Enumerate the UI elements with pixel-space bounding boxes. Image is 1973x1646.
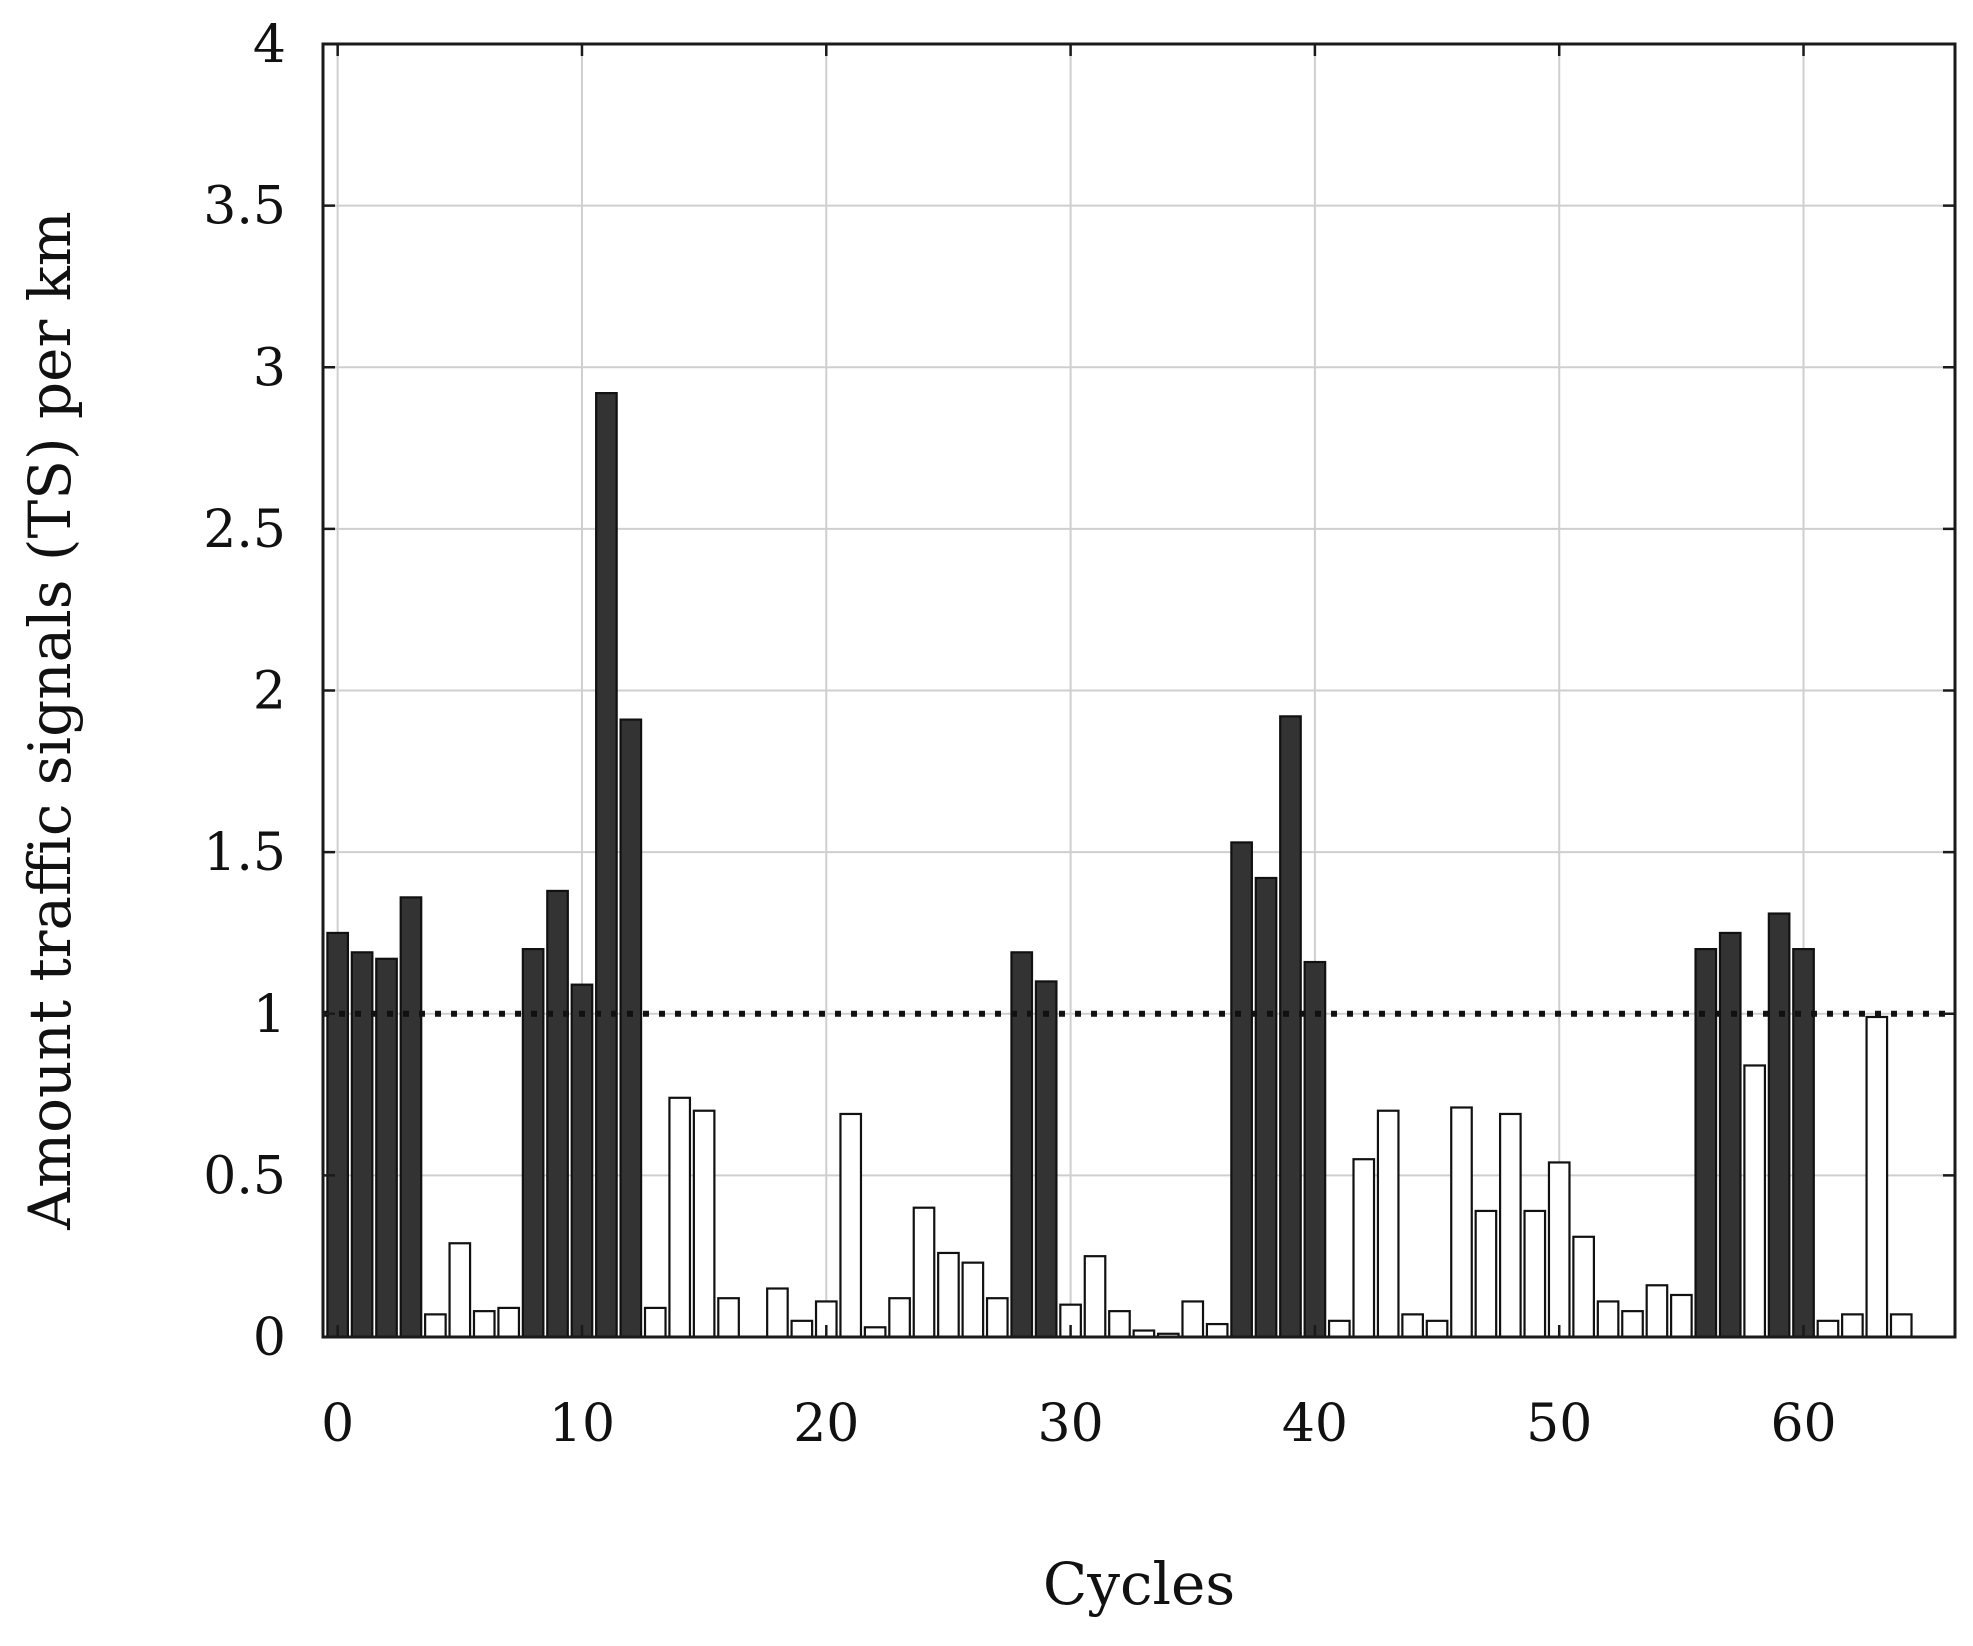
bar-below xyxy=(1523,1209,1547,1339)
bar-above xyxy=(1718,931,1742,1339)
bar-above xyxy=(521,947,545,1339)
bar-below xyxy=(1621,1310,1644,1339)
x-tick-label: 50 xyxy=(1526,1394,1592,1454)
bar-below xyxy=(961,1261,985,1339)
bar-below xyxy=(1865,1015,1889,1339)
bar-above xyxy=(1254,876,1278,1339)
bar-below xyxy=(1181,1300,1205,1339)
bar-below xyxy=(1450,1106,1473,1339)
bar-below xyxy=(985,1297,1009,1339)
x-tick-label: 60 xyxy=(1770,1394,1836,1454)
bar-above xyxy=(326,931,350,1339)
bar-below xyxy=(668,1096,692,1339)
bar-below xyxy=(1889,1313,1913,1339)
bar-below xyxy=(497,1306,521,1339)
bar-above xyxy=(1034,980,1058,1339)
bar-below xyxy=(1376,1109,1400,1339)
bar-above xyxy=(546,889,569,1339)
bar-below xyxy=(1474,1209,1498,1339)
bar-below xyxy=(839,1112,863,1339)
bar-below xyxy=(912,1206,936,1339)
bar-above xyxy=(619,718,643,1339)
y-tick-label: 3.5 xyxy=(203,177,286,237)
bar-below xyxy=(1547,1161,1571,1339)
bar-below xyxy=(1352,1158,1376,1339)
bars xyxy=(326,392,1913,1339)
y-tick-label: 2 xyxy=(253,662,286,722)
y-tick-label: 0 xyxy=(253,1308,286,1368)
bar-above xyxy=(1230,841,1253,1339)
bar-below xyxy=(1645,1284,1669,1339)
bar-below xyxy=(424,1313,447,1339)
bar-below xyxy=(717,1297,740,1339)
bar-below xyxy=(1596,1300,1620,1339)
bar-below xyxy=(1498,1112,1522,1339)
bar-below xyxy=(1401,1313,1424,1339)
bar-below xyxy=(692,1109,716,1339)
bar-above xyxy=(595,392,618,1339)
bar-above xyxy=(570,983,594,1339)
bar-below xyxy=(1841,1313,1864,1339)
bar-above xyxy=(1767,912,1791,1339)
y-tick-label: 1 xyxy=(253,985,286,1045)
y-tick-label: 4 xyxy=(253,15,286,75)
bar-below xyxy=(1743,1064,1767,1339)
bar-above xyxy=(375,957,398,1339)
bar-below xyxy=(1108,1310,1131,1339)
bar-below xyxy=(643,1306,667,1339)
y-axis-title: Amount traffic signals (TS) per km xyxy=(16,211,84,1231)
x-axis-title: Cycles xyxy=(1043,1550,1235,1618)
bar-above xyxy=(399,896,423,1339)
y-tick-label: 1.5 xyxy=(203,823,286,883)
bar-below xyxy=(1670,1293,1693,1339)
bar-below xyxy=(888,1297,911,1339)
x-tick-label: 20 xyxy=(793,1394,859,1454)
bar-below xyxy=(1327,1319,1351,1339)
bar-below xyxy=(472,1310,496,1339)
bar-below xyxy=(766,1287,789,1339)
x-tick-label: 40 xyxy=(1282,1394,1348,1454)
bar-above xyxy=(1010,951,1034,1339)
y-tick-label: 0.5 xyxy=(203,1146,286,1206)
bar-above xyxy=(1279,715,1302,1339)
grid xyxy=(323,43,1955,1338)
y-tick-label: 3 xyxy=(253,338,286,398)
bar-above xyxy=(350,951,374,1339)
bar-below xyxy=(1205,1322,1229,1339)
x-tick-label: 30 xyxy=(1038,1394,1104,1454)
y-tick-label: 2.5 xyxy=(203,500,286,560)
bar-below xyxy=(448,1242,472,1339)
axis-ticks: 0 10 20 30 40 50 60 0 0.5 1 1.5 2 2.5 3 3.5 4 xyxy=(203,15,1955,1454)
bar-below xyxy=(1816,1319,1840,1339)
bar-above xyxy=(1694,947,1718,1339)
x-tick-label: 10 xyxy=(549,1394,615,1454)
bar-above xyxy=(1303,960,1327,1339)
bar-below xyxy=(790,1319,814,1339)
bar-below xyxy=(1083,1255,1107,1339)
bar-below xyxy=(1572,1235,1596,1339)
x-tick-label: 0 xyxy=(321,1394,354,1454)
bar-below xyxy=(1425,1319,1449,1339)
bar-below xyxy=(937,1251,960,1339)
bar-above xyxy=(1792,947,1815,1339)
